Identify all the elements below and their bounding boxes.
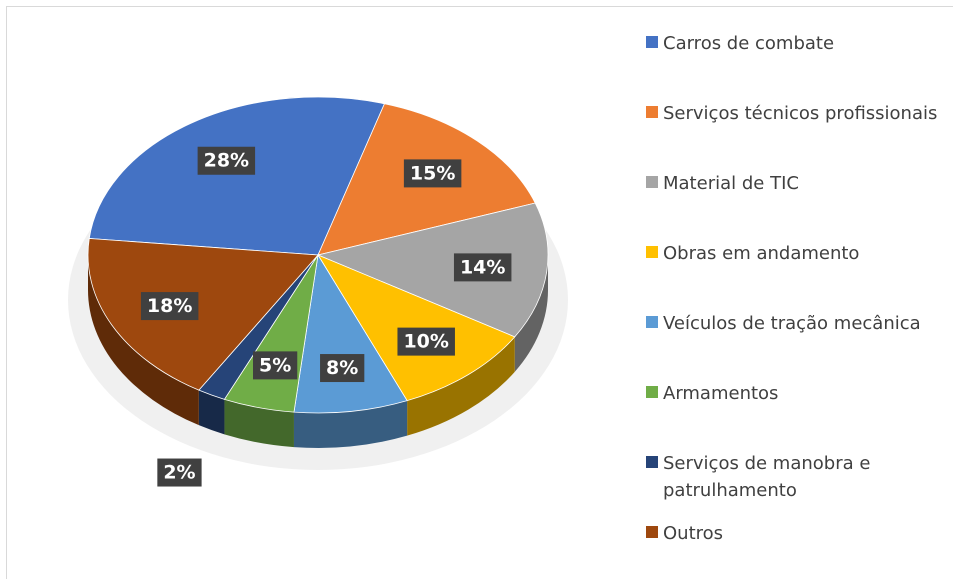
data-label: 5% [259,354,291,376]
legend-item: Serviços de manobra e patrulhamento [646,450,946,504]
slice [87,238,319,391]
legend-label: Obras em andamento [663,243,860,264]
data-label-box [253,351,298,380]
legend-swatch [646,176,658,188]
legend-label: Veículos de tração mecânica [663,313,921,334]
legend-item: Obras em andamento [646,240,946,267]
legend-swatch [646,106,658,118]
legend-swatch [646,316,658,328]
data-label: 2% [163,462,195,484]
data-label-box [320,354,365,383]
legend-label: Serviços de manobra e patrulhamento [663,453,871,501]
legend-item: Material de TIC [646,170,946,197]
data-label: 10% [403,331,448,353]
slice-side [198,390,225,435]
legend-swatch [646,246,658,258]
legend-item: Outros [646,520,946,547]
data-label: 8% [326,357,358,379]
data-label: 15% [410,162,455,184]
legend-label: Carros de combate [663,33,835,54]
legend-swatch [646,36,658,48]
slice-side [293,400,408,448]
legend-item: Serviços técnicos profissionais [646,100,946,127]
legend-item: Armamentos [646,380,946,407]
slice [316,202,549,338]
data-label-box [403,159,462,188]
legend-label: Armamentos [663,383,779,404]
legend-item: Veículos de tração mecânica [646,310,946,337]
slice-side [224,399,294,448]
data-label-box [197,146,256,175]
legend-item: Carros de combate [646,30,946,57]
data-label-box [453,253,512,282]
legend-label: Outros [663,523,724,544]
slice-side [88,255,199,426]
data-label-box [140,292,199,321]
legend-swatch [646,456,658,468]
legend-label: Serviços técnicos profissionais [663,103,938,124]
legend-swatch [646,526,658,538]
legend-swatch [646,386,658,398]
legend-label: Material de TIC [663,173,799,194]
data-label: 28% [204,150,249,172]
data-label-box [397,327,455,356]
slice-side [514,255,548,372]
slice [88,96,386,256]
data-label: 18% [147,295,192,317]
data-label-box [157,458,202,487]
data-label: 14% [460,256,505,278]
chart-border [6,6,953,579]
